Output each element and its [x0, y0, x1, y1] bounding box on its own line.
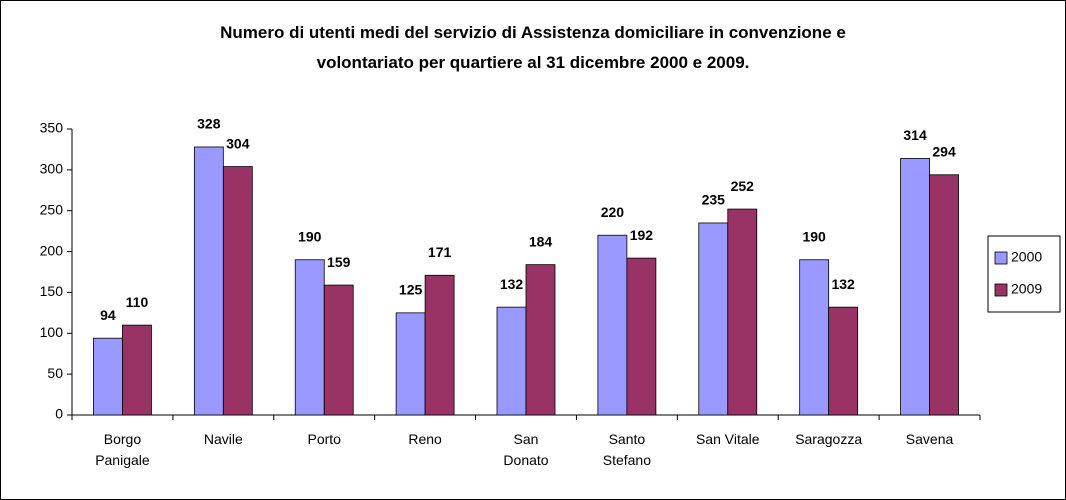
data-label: 190	[298, 228, 322, 244]
data-label: 132	[831, 276, 855, 292]
bar	[626, 257, 657, 416]
data-label: 132	[500, 276, 524, 292]
bar	[395, 312, 426, 416]
data-label: 252	[731, 178, 755, 194]
x-tick-label: San Donato	[503, 431, 549, 468]
bar	[93, 337, 123, 416]
x-tick-label: Reno	[408, 431, 442, 447]
data-label: 171	[428, 244, 452, 260]
bar	[727, 208, 758, 416]
y-tick-label: 150	[40, 283, 64, 299]
bar	[900, 158, 930, 416]
bar	[496, 306, 527, 416]
y-tick-label: 300	[40, 161, 64, 177]
legend-box	[987, 235, 1061, 313]
y-tick-label: 250	[40, 201, 64, 217]
data-label: 159	[327, 254, 351, 270]
bar	[597, 234, 628, 416]
bar	[525, 264, 556, 416]
data-label: 184	[529, 233, 553, 249]
x-tick-label: Navile	[203, 431, 243, 447]
x-tick-label: San Vitale	[695, 431, 760, 447]
bar	[698, 222, 729, 416]
x-tick-label: Porto	[307, 431, 341, 447]
data-label: 190	[802, 228, 826, 244]
bar	[929, 174, 959, 416]
data-label: 94	[100, 307, 116, 323]
data-label: 110	[126, 294, 149, 310]
bar	[122, 324, 152, 416]
x-tick-label: Santo Stefano	[602, 431, 651, 468]
data-label: 235	[702, 192, 726, 208]
data-label: 314	[903, 127, 927, 143]
bar	[323, 284, 354, 416]
x-tick-label: Savena	[905, 431, 954, 447]
legend-label: 2000	[1011, 249, 1042, 265]
legend-swatch	[994, 283, 1008, 297]
data-label: 294	[932, 143, 956, 159]
legend-label: 2009	[1011, 281, 1042, 297]
bar	[799, 259, 830, 416]
bar	[294, 259, 325, 416]
y-tick-label: 0	[55, 406, 63, 422]
y-tick-label: 50	[47, 365, 63, 381]
legend-swatch	[994, 251, 1008, 265]
bar	[828, 306, 859, 416]
data-label: 328	[197, 116, 221, 132]
data-label: 125	[399, 282, 423, 298]
x-tick-label: Saragozza	[795, 431, 863, 447]
y-tick-label: 100	[40, 324, 64, 340]
bar	[424, 274, 455, 416]
data-label: 220	[601, 204, 625, 220]
bar	[193, 146, 224, 416]
y-tick-label: 200	[40, 242, 64, 258]
y-tick-label: 350	[40, 120, 64, 136]
data-label: 304	[226, 135, 250, 151]
data-label: 192	[630, 227, 654, 243]
chart-title: Numero di utenti medi del servizio di As…	[220, 23, 846, 72]
x-tick-label: Borgo Panigale	[95, 431, 150, 468]
bar	[222, 166, 253, 416]
